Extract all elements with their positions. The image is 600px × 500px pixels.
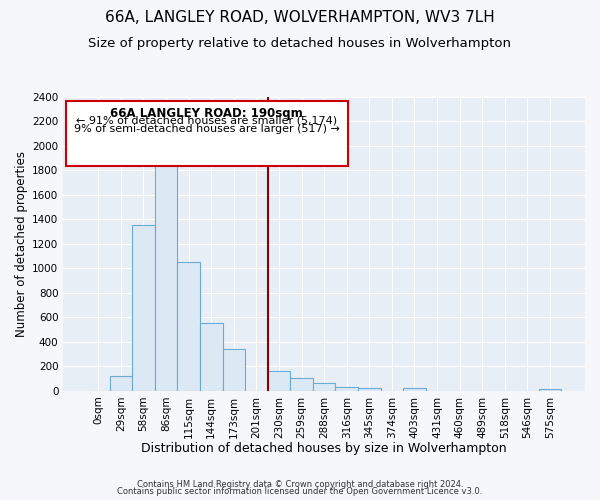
Bar — [223, 349, 245, 391]
Text: 9% of semi-detached houses are larger (517) →: 9% of semi-detached houses are larger (5… — [74, 124, 340, 134]
FancyBboxPatch shape — [66, 101, 347, 166]
Text: 66A LANGLEY ROAD: 190sqm: 66A LANGLEY ROAD: 190sqm — [110, 107, 303, 120]
Text: Contains public sector information licensed under the Open Government Licence v3: Contains public sector information licen… — [118, 487, 482, 496]
Text: 66A, LANGLEY ROAD, WOLVERHAMPTON, WV3 7LH: 66A, LANGLEY ROAD, WOLVERHAMPTON, WV3 7L… — [105, 10, 495, 25]
Text: ← 91% of detached houses are smaller (5,174): ← 91% of detached houses are smaller (5,… — [76, 116, 337, 126]
Text: Contains HM Land Registry data © Crown copyright and database right 2024.: Contains HM Land Registry data © Crown c… — [137, 480, 463, 489]
Bar — [268, 371, 290, 391]
Bar — [290, 378, 313, 391]
Bar — [155, 159, 178, 391]
Bar — [178, 262, 200, 391]
Bar — [313, 384, 335, 391]
Y-axis label: Number of detached properties: Number of detached properties — [15, 150, 28, 336]
Bar — [110, 376, 132, 391]
Bar — [358, 388, 380, 391]
Bar — [132, 226, 155, 391]
X-axis label: Distribution of detached houses by size in Wolverhampton: Distribution of detached houses by size … — [142, 442, 507, 455]
Bar — [539, 389, 561, 391]
Bar — [335, 387, 358, 391]
Text: Size of property relative to detached houses in Wolverhampton: Size of property relative to detached ho… — [89, 38, 511, 51]
Bar — [200, 324, 223, 391]
Bar — [403, 388, 426, 391]
